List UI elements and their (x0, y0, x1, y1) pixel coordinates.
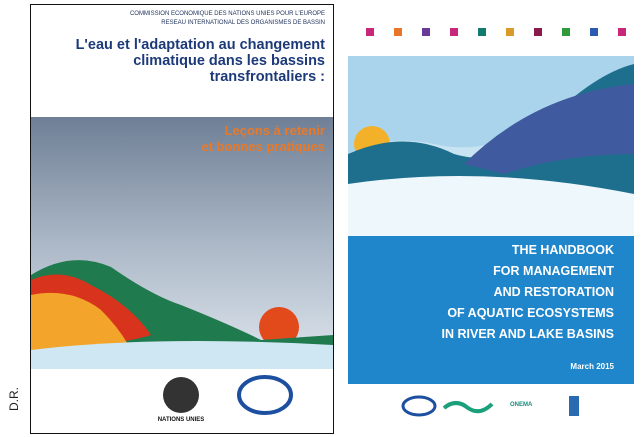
left-cover: COMMISSION ECONOMIQUE DES NATIONS UNIES … (30, 4, 334, 434)
title-line: FOR MANAGEMENT (493, 261, 614, 282)
subtitle-line: et bonnes pratiques (201, 139, 325, 155)
partner-logo: ONEMA (510, 402, 532, 408)
photo-credit: D.R. (7, 379, 21, 419)
org-line: RESEAU INTERNATIONAL DES ORGANISMES DE B… (161, 20, 325, 26)
subtitle-line: Leçons à retenir (225, 123, 325, 139)
title-line: IN RIVER AND LAKE BASINS (442, 324, 614, 345)
title-line: AND RESTORATION (494, 282, 614, 303)
title-line: L'eau et l'adaptation au changement (76, 37, 325, 53)
page: D.R. COMMISSION ECONOMIQUE DES NATIONS U… (0, 0, 644, 437)
title-line: climatique dans les bassins (133, 53, 325, 69)
logo-caption: NATIONS UNIES (139, 417, 223, 423)
title-line: OF AQUATIC ECOSYSTEMS (447, 303, 614, 324)
right-cover: THE HANDBOOK FOR MANAGEMENT AND RESTORAT… (344, 4, 634, 432)
org-line: COMMISSION ECONOMIQUE DES NATIONS UNIES … (130, 11, 325, 17)
date: March 2015 (570, 362, 614, 371)
title-line: transfrontaliers : (210, 69, 325, 85)
title-line: THE HANDBOOK (512, 240, 614, 261)
